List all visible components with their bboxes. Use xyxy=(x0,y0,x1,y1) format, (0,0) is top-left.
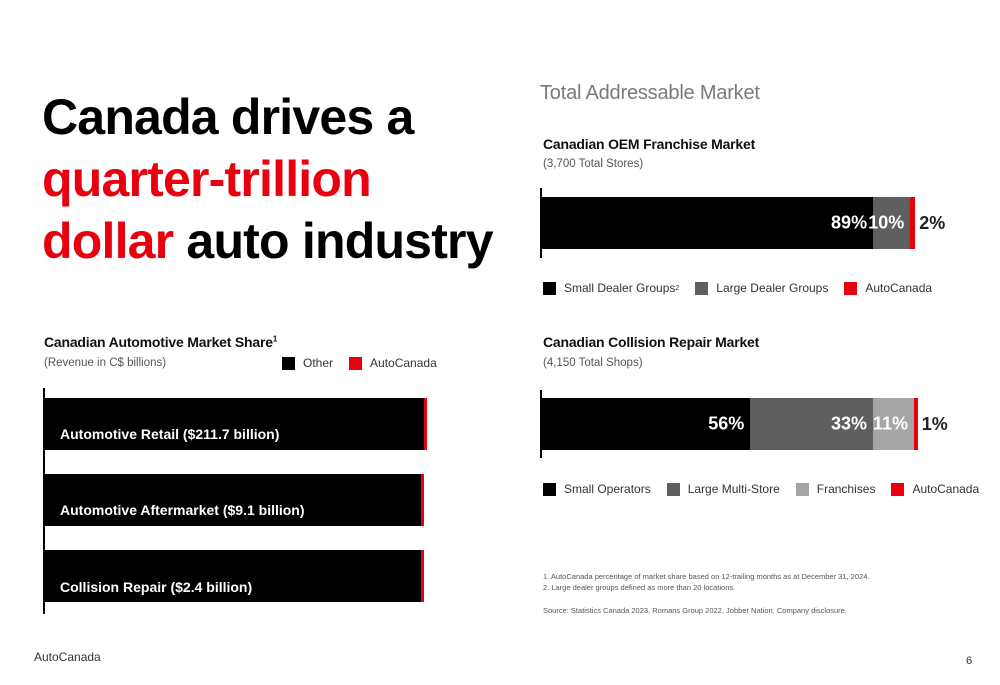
legend-swatch-small-operators xyxy=(543,482,556,496)
legend-swatch-oem-autocanada xyxy=(844,281,858,295)
legend-swatch-large-dealer xyxy=(695,281,709,295)
collision-label-small-operators: 56% xyxy=(708,413,745,434)
market-share-seg-aftermarket-autocanada xyxy=(420,474,424,526)
legend-label-small-operators: Small Operators xyxy=(564,482,651,496)
oem-subtitle: (3,700 Total Stores) xyxy=(543,158,644,170)
market-share-bar-retail xyxy=(44,398,427,450)
collision-bar: 56% 33% 11% xyxy=(542,398,918,450)
legend-item-oem-autocanada: AutoCanada xyxy=(844,281,932,295)
legend-label-large-dealer: Large Dealer Groups xyxy=(716,281,829,295)
market-share-legend: Other AutoCanada xyxy=(282,356,453,370)
legend-item-autocanada: AutoCanada xyxy=(349,356,437,370)
market-share-subtitle: (Revenue in C$ billions) xyxy=(44,357,167,369)
collision-seg-franchises: 11% xyxy=(873,398,914,450)
tam-title: Total Addressable Market xyxy=(540,82,760,104)
market-share-seg-collision-other xyxy=(44,550,421,602)
footnote-2: 2. Large dealer groups defined as more t… xyxy=(543,583,736,592)
legend-label-large-multi-store: Large Multi-Store xyxy=(687,482,780,496)
legend-swatch-small-dealer xyxy=(543,281,556,295)
oem-bar: 89% 10% xyxy=(542,197,916,249)
market-share-bar-aftermarket xyxy=(44,474,424,526)
legend-swatch-autocanada xyxy=(349,356,363,370)
market-share-title-sup: 1 xyxy=(272,334,278,344)
oem-title: Canadian OEM Franchise Market xyxy=(543,136,756,152)
collision-title: Canadian Collision Repair Market xyxy=(543,334,760,350)
footnote-1: 1. AutoCanada percentage of market share… xyxy=(543,572,870,581)
legend-label-franchises: Franchises xyxy=(816,482,876,496)
page-number: 6 xyxy=(966,655,973,667)
brand-footer: AutoCanada xyxy=(34,650,101,664)
collision-axis xyxy=(540,390,542,458)
legend-label-other: Other xyxy=(303,356,334,370)
market-share-label-retail: Automotive Retail ($211.7 billion) xyxy=(60,426,280,442)
market-share-title-text: Canadian Automotive Market Share xyxy=(44,334,273,350)
market-share-label-aftermarket: Automotive Aftermarket ($9.1 billion) xyxy=(60,502,305,518)
headline-line-3: dollar auto industry xyxy=(42,210,512,272)
oem-seg-large-dealer: 10% xyxy=(868,197,911,249)
headline-line-3-rest: auto industry xyxy=(173,213,493,269)
collision-subtitle: (4,150 Total Shops) xyxy=(543,357,643,369)
collision-legend: Small Operators Large Multi-Store Franch… xyxy=(543,482,995,496)
legend-item-large-multi-store: Large Multi-Store xyxy=(666,482,780,496)
legend-swatch-other xyxy=(282,356,295,370)
market-share-seg-collision-autocanada xyxy=(420,550,424,602)
oem-seg-small-dealer: 89% xyxy=(542,197,874,249)
legend-item-large-dealer: Large Dealer Groups xyxy=(695,281,828,295)
legend-item-franchises: Franchises xyxy=(795,482,876,496)
oem-label-small-dealer: 89% xyxy=(831,212,868,233)
legend-swatch-large-multi-store xyxy=(666,482,680,496)
source-note: Source: Statistics Canada 2023, Romans G… xyxy=(543,606,847,615)
oem-label-large-dealer: 10% xyxy=(868,212,905,233)
legend-item-collision-autocanada: AutoCanada xyxy=(891,482,979,496)
legend-label-oem-autocanada: AutoCanada xyxy=(865,281,933,295)
legend-label-small-dealer: Small Dealer Groups xyxy=(564,281,676,295)
legend-label-autocanada: AutoCanada xyxy=(370,356,437,370)
legend-swatch-franchises xyxy=(795,482,809,496)
legend-label-collision-autocanada: AutoCanada xyxy=(912,482,980,496)
oem-label-autocanada: 2% xyxy=(919,213,946,233)
collision-seg-small-operators: 56% xyxy=(542,398,751,450)
market-share-seg-retail-autocanada xyxy=(423,398,427,450)
legend-item-other: Other xyxy=(282,356,333,370)
headline-line-2: quarter-trillion xyxy=(42,151,372,207)
headline-line-1: Canada drives a xyxy=(42,89,414,145)
legend-item-small-dealer: Small Dealer Groups 2 xyxy=(543,281,679,295)
headline-line-3-red: dollar xyxy=(42,213,174,269)
market-share-seg-retail-other xyxy=(44,398,424,450)
market-share-seg-aftermarket-other xyxy=(44,474,421,526)
collision-seg-autocanada xyxy=(913,398,918,450)
collision-label-autocanada: 1% xyxy=(921,414,948,434)
collision-seg-large-multi-store: 33% xyxy=(750,398,874,450)
legend-item-small-operators: Small Operators xyxy=(543,482,651,496)
oem-seg-autocanada xyxy=(910,197,916,249)
legend-sup-small-dealer: 2 xyxy=(675,284,680,292)
legend-swatch-collision-autocanada xyxy=(891,482,905,496)
collision-label-large-multi-store: 33% xyxy=(831,413,868,434)
market-share-bar-collision xyxy=(44,550,424,602)
market-share-title: Canadian Automotive Market Share1 xyxy=(44,334,277,350)
oem-axis xyxy=(540,188,542,258)
oem-legend: Small Dealer Groups 2 Large Dealer Groups… xyxy=(543,281,948,295)
market-share-label-collision: Collision Repair ($2.4 billion) xyxy=(60,579,253,595)
headline: Canada drives a quarter-trillion dollar … xyxy=(42,86,512,272)
footnotes: 1. AutoCanada percentage of market share… xyxy=(543,571,869,593)
collision-label-franchises: 11% xyxy=(872,413,908,434)
